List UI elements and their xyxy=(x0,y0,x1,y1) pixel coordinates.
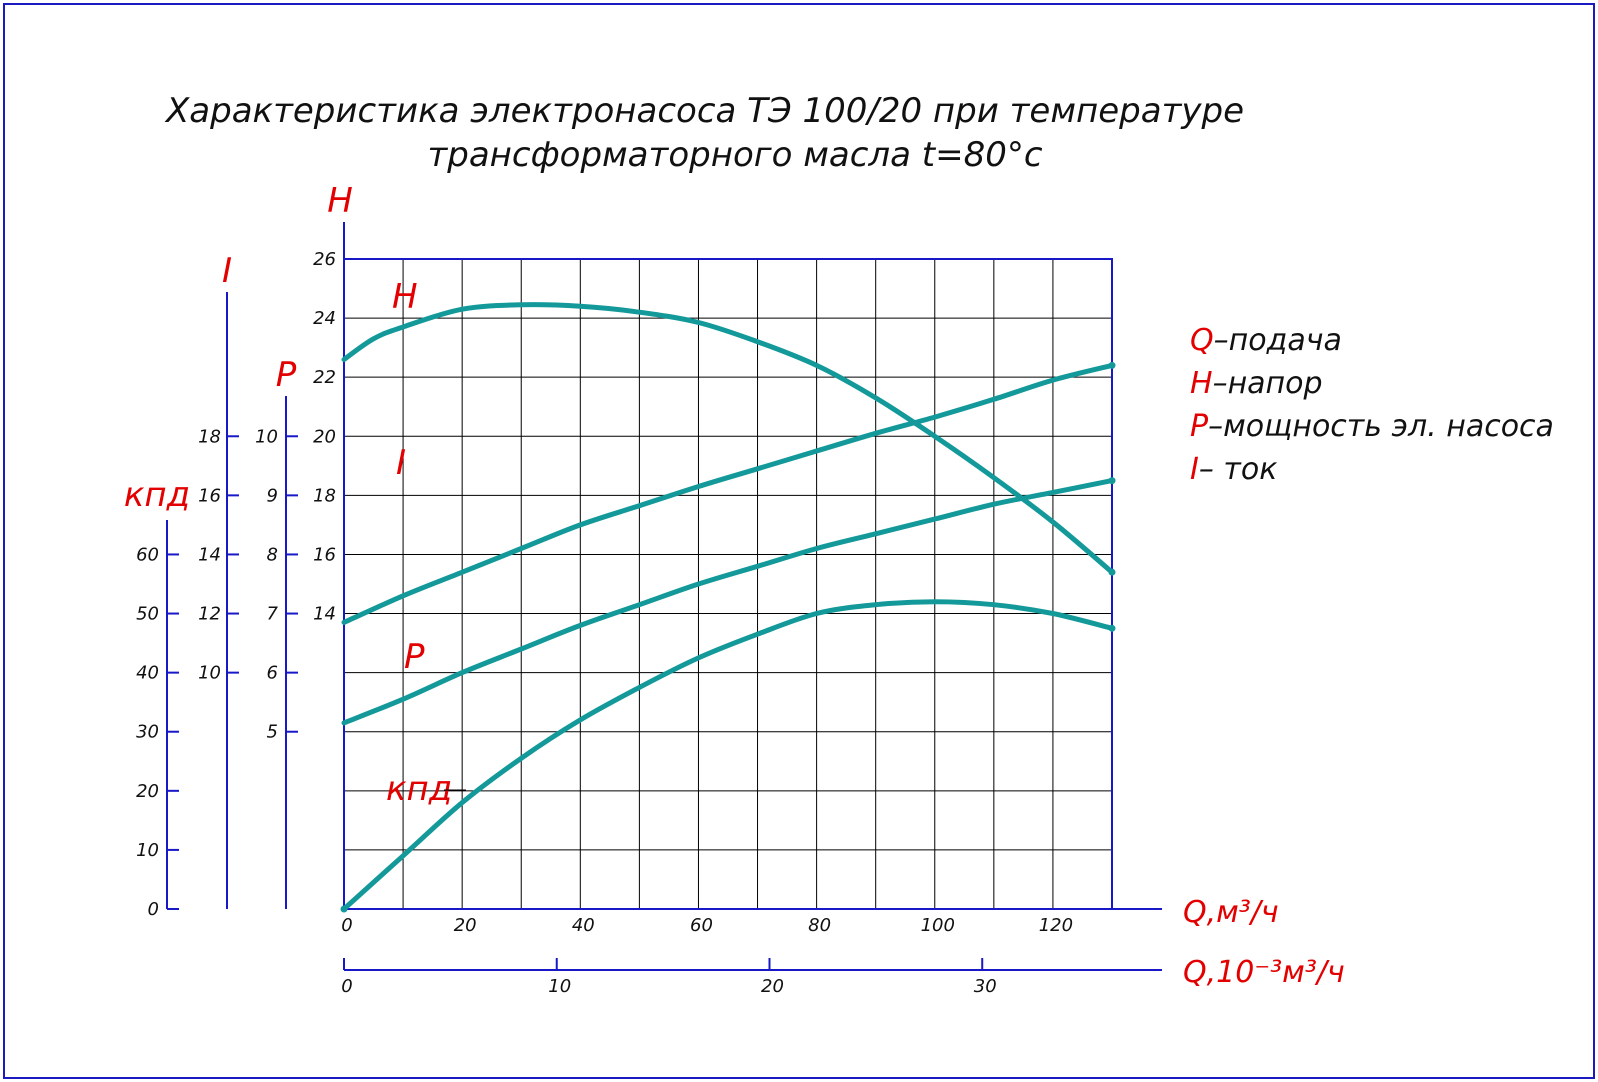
p-axis-tick-label: 6 xyxy=(267,663,278,684)
curve-start-point xyxy=(340,905,348,913)
chart-title-line2: трансформаторного масла t=80°с xyxy=(427,135,1042,175)
h-axis-tick-label: 18 xyxy=(313,485,336,506)
i-axis-tick-label: 10 xyxy=(198,663,221,684)
curve-label-P: P xyxy=(404,637,425,677)
x-axis-tick-label: 60 xyxy=(690,915,713,936)
curve-label-I: I xyxy=(396,443,406,483)
plot-frame xyxy=(343,258,1113,910)
eff-axis-tick-label: 30 xyxy=(136,722,159,743)
x-axis-tick-label: 80 xyxy=(808,915,831,936)
legend-key: I xyxy=(1190,452,1199,487)
legend-key: Q xyxy=(1190,323,1214,358)
axes-group: H 14 16 18 20 22 24 26 P 5 6 7 8 9 10 I 10 12 14 16 18 кпд 0 10… xyxy=(124,181,1345,997)
p-axis-tick-label: 10 xyxy=(255,426,278,447)
i-axis-tick-label: 12 xyxy=(198,604,221,625)
p-axis-label: P xyxy=(276,355,297,395)
p-axis-tick-label: 7 xyxy=(267,604,279,625)
p-axis-tick-label: 5 xyxy=(267,722,278,743)
curve-H xyxy=(341,302,1115,575)
legend-text: –мощность эл. насоса xyxy=(1208,409,1554,444)
curve-P xyxy=(341,478,1115,726)
eff-axis-label: кпд xyxy=(124,475,190,515)
curve-label-eff: кпд xyxy=(386,769,452,809)
x-axis-tick-label: 120 xyxy=(1039,915,1073,936)
eff-axis-tick-label: 20 xyxy=(136,781,159,802)
legend-item: I– ток xyxy=(1190,452,1277,487)
x2-axis-label: Q,10⁻³м³/ч xyxy=(1183,955,1345,990)
sheet-border xyxy=(3,3,1595,1079)
h-axis-tick-label: 26 xyxy=(313,249,336,270)
curve-end-point xyxy=(1108,568,1116,576)
curve-label-H: H xyxy=(392,277,418,317)
curve-eff xyxy=(341,599,1115,912)
legend-item: P–мощность эл. насоса xyxy=(1190,409,1554,444)
x2-axis-tick-label: 30 xyxy=(974,976,997,997)
plot-grid xyxy=(343,258,1113,910)
x-axis-tick-label: 100 xyxy=(921,915,955,936)
curve-end-point xyxy=(1108,624,1116,632)
h-axis-tick-label: 16 xyxy=(313,544,336,565)
x-axis-label: Q,м³/ч xyxy=(1183,895,1279,930)
i-axis-tick-label: 16 xyxy=(198,485,221,506)
eff-axis-tick-label: 0 xyxy=(148,899,159,920)
h-axis-tick-label: 20 xyxy=(313,426,336,447)
x-axis-tick-label: 40 xyxy=(572,915,595,936)
legend-text: – ток xyxy=(1199,452,1278,487)
x-axis-tick-label: 20 xyxy=(454,915,477,936)
eff-axis-tick-label: 40 xyxy=(136,663,159,684)
legend-text: –подача xyxy=(1214,323,1342,358)
i-axis-label: I xyxy=(222,251,232,291)
curve-end-point xyxy=(1108,477,1116,485)
eff-axis-tick-label: 60 xyxy=(136,544,159,565)
eff-axis-tick-label: 50 xyxy=(136,604,159,625)
p-axis-tick-label: 9 xyxy=(267,485,278,506)
curves-group xyxy=(340,302,1116,913)
p-axis-tick-label: 8 xyxy=(267,544,278,565)
legend-key: P xyxy=(1190,409,1209,444)
legend-key: H xyxy=(1190,366,1213,401)
i-axis-tick-label: 18 xyxy=(198,426,221,447)
h-axis-tick-label: 22 xyxy=(313,367,336,388)
legend-item: H–напор xyxy=(1190,366,1323,401)
h-axis-tick-label: 24 xyxy=(313,308,336,329)
x2-axis-tick-label: 10 xyxy=(548,976,571,997)
eff-axis-tick-label: 10 xyxy=(136,840,159,861)
legend-text: –напор xyxy=(1213,366,1323,401)
legend-item: Q–подача xyxy=(1190,323,1342,358)
curve-end-point xyxy=(1108,361,1116,369)
h-axis-tick-label: 14 xyxy=(313,604,336,625)
curve-I xyxy=(341,362,1115,625)
h-axis-label: H xyxy=(327,181,353,221)
x-axis-tick-label: 0 xyxy=(341,915,352,936)
x2-axis-tick-label: 20 xyxy=(761,976,784,997)
chart-title-line1: Характеристика электронасоса ТЭ 100/20 п… xyxy=(164,91,1244,131)
x2-axis-tick-label: 0 xyxy=(341,976,352,997)
i-axis-tick-label: 14 xyxy=(198,544,221,565)
